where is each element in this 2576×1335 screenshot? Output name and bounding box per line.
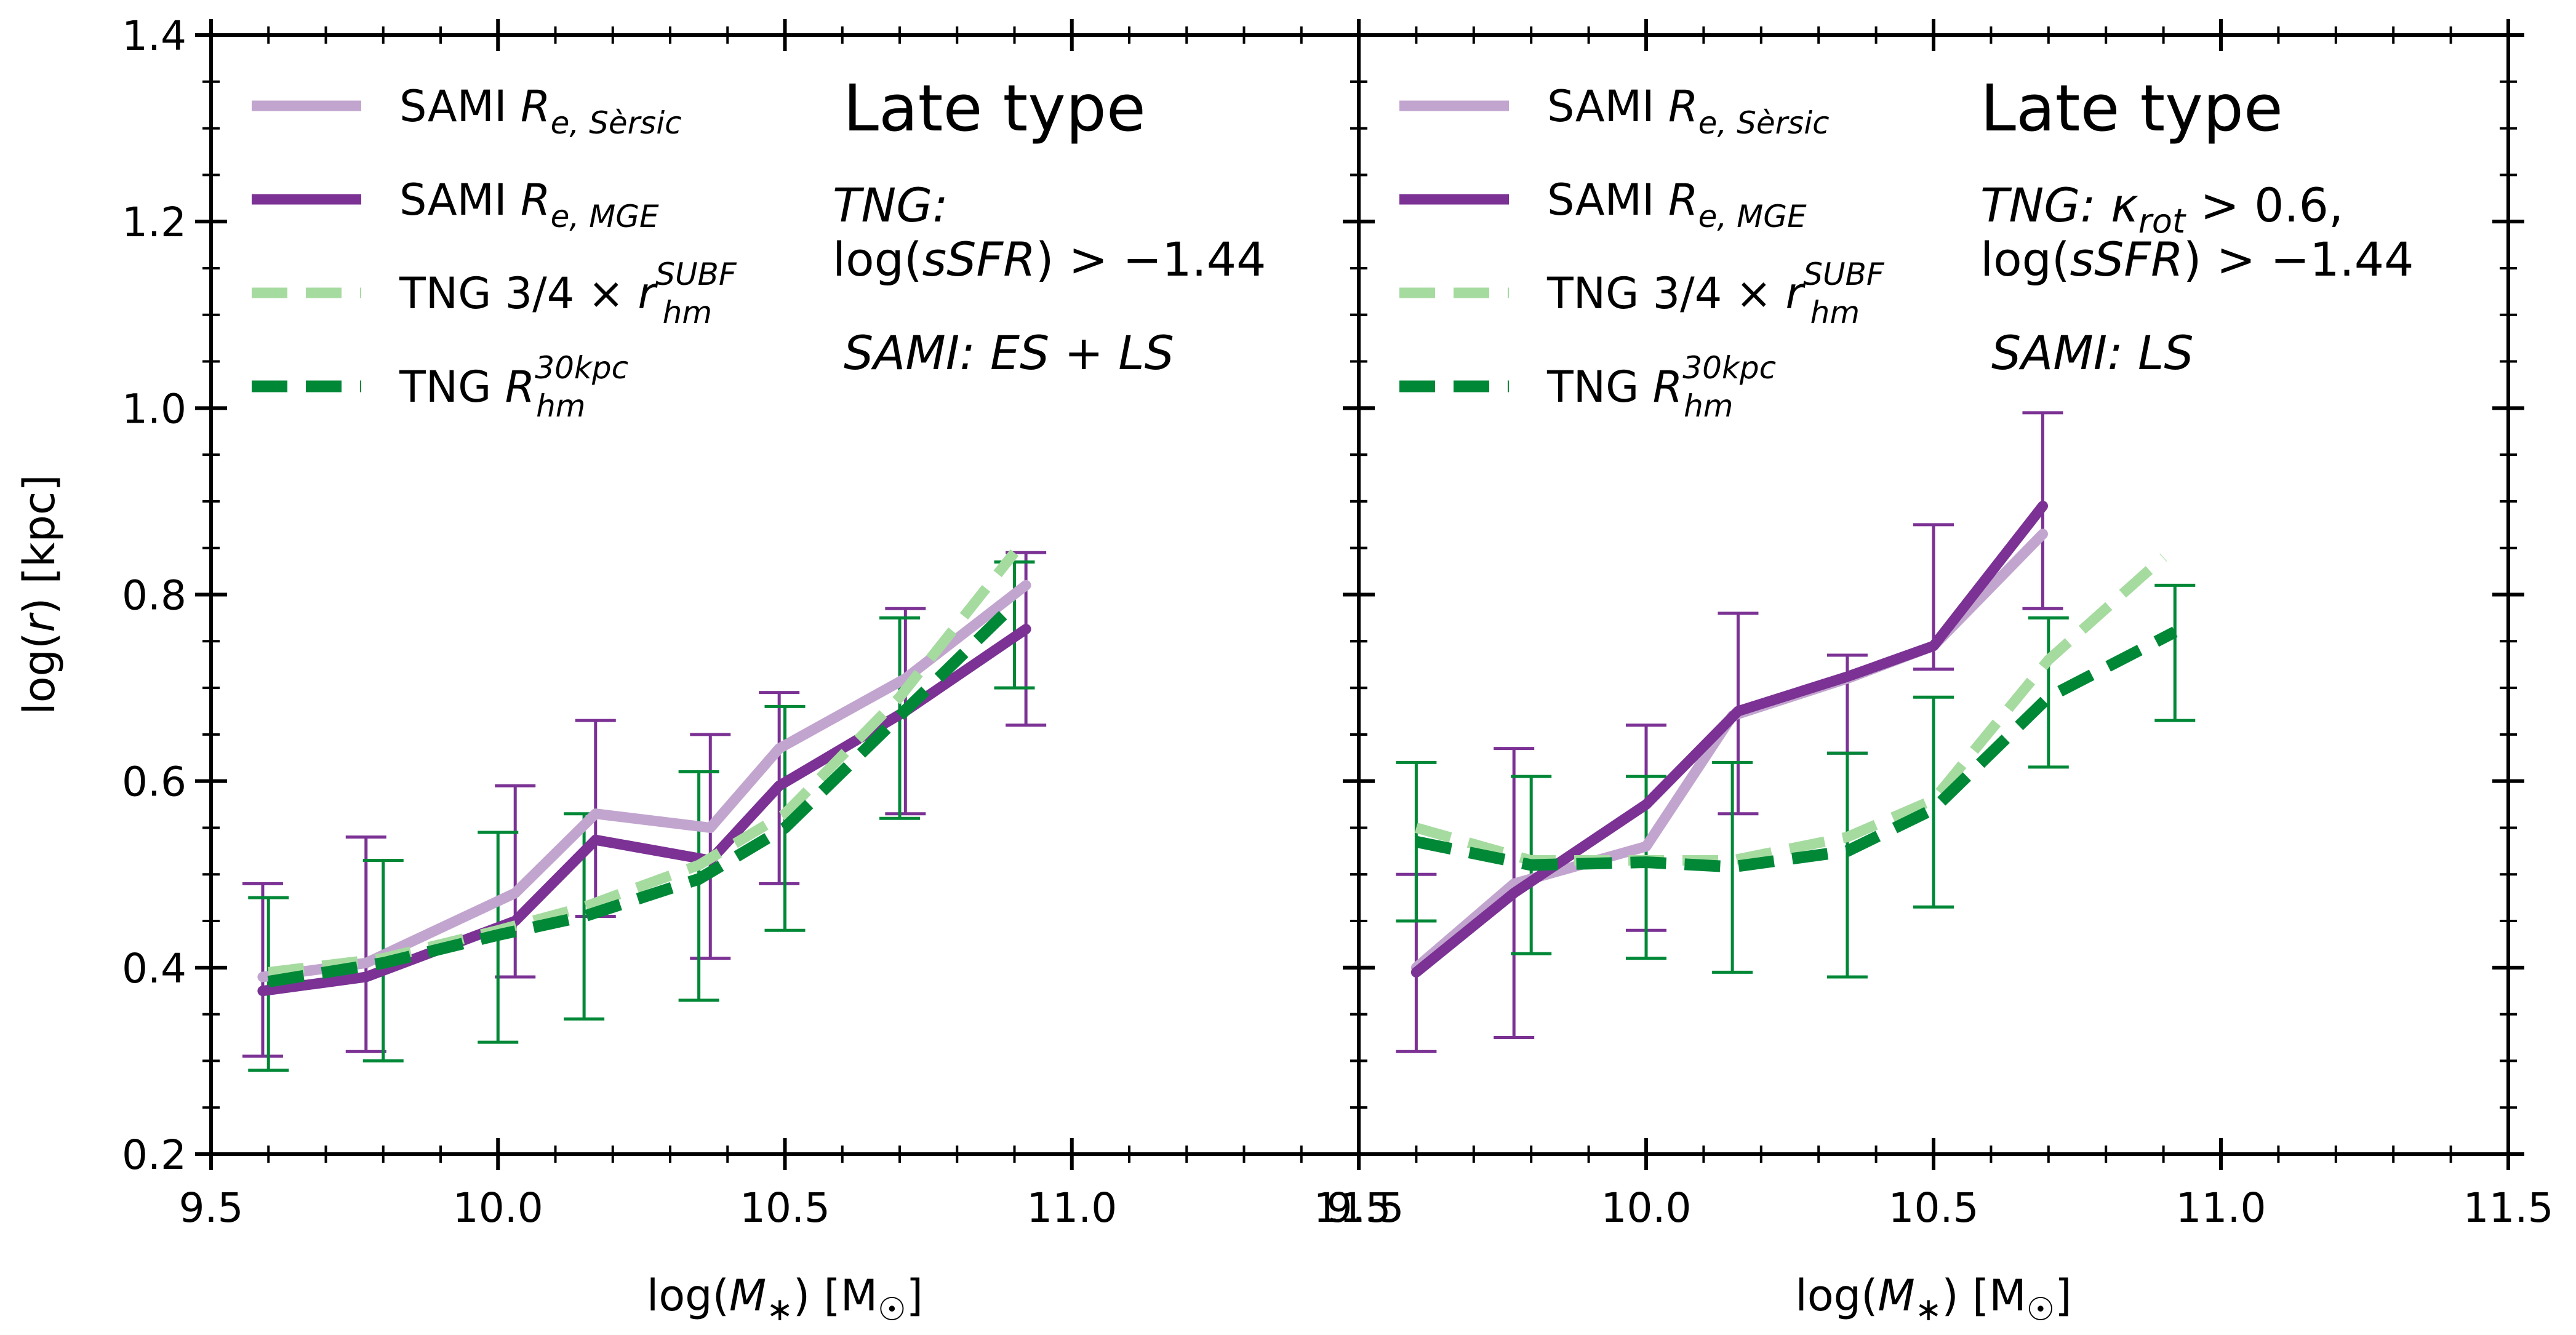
x-tick-label: 10.0 <box>1601 1184 1692 1232</box>
annotation-tng-line2: log(sSFR) > −1.44 <box>1980 232 2414 287</box>
text-span: ) [M <box>1942 1270 2026 1321</box>
panel-title: Late type <box>1980 71 2283 146</box>
text-span: TNG 3/4 × <box>1546 268 1785 319</box>
panel-title: Late type <box>843 71 1146 146</box>
text-span: sSFR <box>922 232 1036 287</box>
text-span: R <box>505 362 535 412</box>
text-span: log( <box>14 632 65 715</box>
text-span: log( <box>647 1270 729 1321</box>
text-span: κ <box>2111 178 2138 233</box>
x-tick-label: 10.0 <box>453 1184 543 1232</box>
plot-area <box>1396 413 2195 1051</box>
text-span: TNG <box>399 362 505 412</box>
text-span: log( <box>1795 1270 1878 1321</box>
series-line-sami_sersic <box>263 585 1026 977</box>
text-span: SUBF <box>655 257 737 292</box>
text-span: 30kpc <box>535 350 628 386</box>
y-tick-label: 0.8 <box>122 572 186 620</box>
series-line-tng_subf <box>268 552 1014 972</box>
x-axis-label: log(M∗) [M☉] <box>647 1270 923 1328</box>
text-span: log( <box>1980 232 2070 287</box>
series-line-tng_subf <box>1416 557 2163 861</box>
y-axis-label: log(r) [kpc] <box>14 474 65 714</box>
legend-label: TNG R30kpc hm <box>1546 350 1776 424</box>
legend-label: SAMI Re, Sèrsic <box>399 81 682 141</box>
text-span: ∗ <box>1915 1291 1942 1328</box>
text-span: SAMI <box>1547 175 1668 225</box>
y-tick-label: 0.6 <box>122 759 186 806</box>
x-tick-label: 10.5 <box>740 1184 830 1232</box>
x-axis-label: log(M∗) [M☉] <box>1795 1270 2071 1328</box>
text-span: hm <box>1684 388 1733 424</box>
y-tick-label: 0.4 <box>122 945 186 992</box>
annotation-tng-line1: TNG: κrot > 0.6, <box>1980 178 2343 241</box>
y-tick-label: 1.2 <box>122 199 186 246</box>
text-span: e, Sèrsic <box>1698 105 1830 141</box>
legend-label: SAMI Re, MGE <box>1547 175 1807 234</box>
legend-label: TNG 3/4 × rSUBF hm <box>399 257 737 330</box>
y-tick-label: 0.2 <box>122 1131 186 1179</box>
legend-label: TNG 3/4 × rSUBF hm <box>1546 257 1885 330</box>
text-span: > 0.6, <box>2185 178 2343 233</box>
text-span: ) [kpc] <box>14 474 65 615</box>
text-span: ] <box>906 1270 923 1321</box>
y-tick-label: 1.0 <box>122 385 186 432</box>
text-span: TNG <box>1546 362 1653 412</box>
text-span: R <box>1668 175 1698 225</box>
annotation-tng-line1: TNG: <box>833 178 948 233</box>
text-span: hm <box>663 295 712 330</box>
text-span: hm <box>536 388 585 424</box>
legend-label: SAMI Re, Sèrsic <box>1547 81 1830 141</box>
x-tick-label: 9.5 <box>1327 1184 1391 1232</box>
x-tick-label: 11.0 <box>1026 1184 1117 1232</box>
series-line-sami_mge <box>1416 506 2042 973</box>
text-span: M <box>729 1270 766 1321</box>
text-span: ] <box>2055 1270 2071 1321</box>
legend-label: TNG R30kpc hm <box>399 350 628 424</box>
text-span: ☉ <box>878 1291 906 1328</box>
text-span: SAMI <box>1547 81 1668 132</box>
annotation-tng-line2: log(sSFR) > −1.44 <box>833 232 1266 287</box>
series-line-tng_30kpc <box>268 604 1014 982</box>
text-span: hm <box>1810 295 1860 330</box>
text-span: R <box>1668 81 1698 132</box>
annotation-sami: SAMI: LS <box>1991 325 2194 380</box>
text-span: sSFR <box>2070 232 2183 287</box>
text-span: SUBF <box>1803 257 1885 292</box>
annotation-sami: SAMI: ES + LS <box>844 325 1174 380</box>
text-span: ) > −1.44 <box>1036 232 1266 287</box>
text-span: ☉ <box>2026 1291 2055 1328</box>
text-span: e, MGE <box>551 199 659 234</box>
y-tick-label: 1.4 <box>122 12 186 60</box>
text-span: log( <box>833 232 922 287</box>
text-span: ) > −1.44 <box>2183 232 2414 287</box>
x-tick-label: 9.5 <box>179 1184 244 1232</box>
text-span: ) [M <box>793 1270 878 1321</box>
text-span: ∗ <box>766 1291 793 1328</box>
text-span: TNG 3/4 × <box>399 268 638 319</box>
text-span: R <box>521 175 551 225</box>
text-span: TNG: <box>833 178 948 233</box>
text-span: R <box>521 81 551 132</box>
legend-label: SAMI Re, MGE <box>399 175 659 234</box>
text-span: e, MGE <box>1698 199 1807 234</box>
text-span: M <box>1878 1270 1914 1321</box>
text-span: SAMI <box>399 81 521 132</box>
x-tick-label: 10.5 <box>1889 1184 1979 1232</box>
plot-area <box>242 552 1046 1070</box>
x-tick-label: 11.5 <box>2463 1184 2554 1232</box>
text-span: SAMI <box>399 175 521 225</box>
text-span: R <box>1653 362 1683 412</box>
text-span: e, Sèrsic <box>551 105 682 141</box>
text-span: TNG: <box>1980 178 2111 233</box>
x-tick-label: 11.0 <box>2176 1184 2266 1232</box>
panel-left: 9.5 10.0 10.5 11.0 11.5 0.2 0.4 0.6 0.8 1.0 1.2 1.4… <box>14 12 1404 1328</box>
text-span: 30kpc <box>1682 350 1776 386</box>
